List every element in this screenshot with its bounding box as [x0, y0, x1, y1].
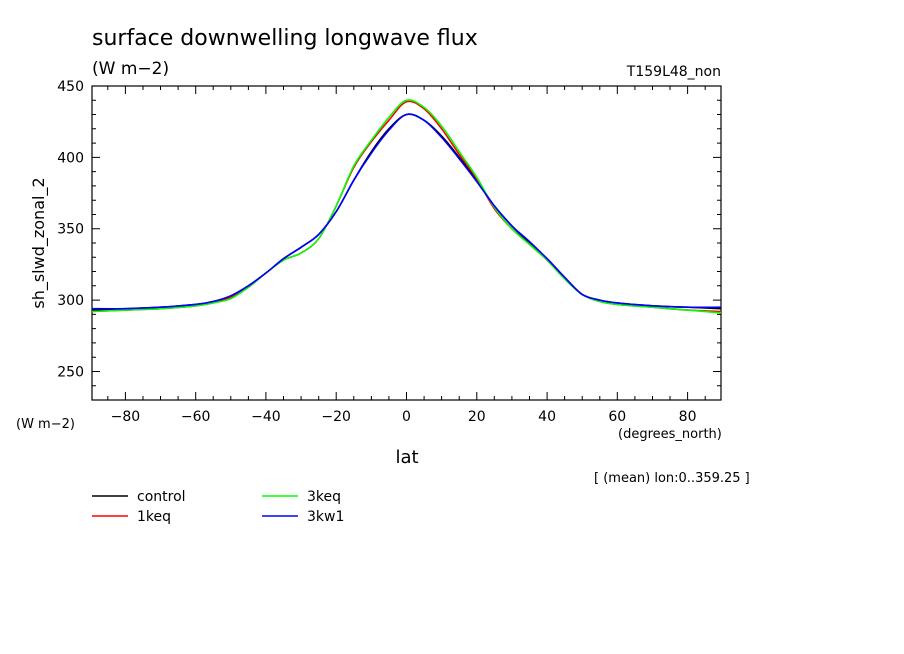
x-tick-label: 0 [402, 409, 411, 425]
y-tick-label: 450 [57, 79, 84, 95]
legend-label-3kw1: 3kw1 [307, 509, 344, 525]
chart-title: surface downwelling longwave flux [92, 26, 478, 51]
series-line-3keq [91, 99, 722, 314]
series-line-3kw1 [91, 113, 722, 310]
x-tick-label: 40 [538, 409, 556, 425]
plot-frame [91, 85, 722, 401]
x-axis-label: lat [395, 447, 418, 468]
series-line-control [91, 113, 722, 311]
x-tick-label: −20 [321, 409, 351, 425]
x-tick-label: 80 [679, 409, 697, 425]
y-tick-labels: 250 300 350 400 450 [57, 79, 84, 381]
y-unit-label: (W m−2) [16, 417, 75, 432]
series-lines [91, 99, 722, 314]
legend-label-3keq: 3keq [307, 489, 341, 505]
x-tick-label: 20 [468, 409, 486, 425]
y-axis-label: sh_slwd_zonal_2 [29, 177, 49, 308]
plot-area [91, 85, 722, 401]
chart-subtitle: (W m−2) [92, 59, 169, 79]
x-tick-label: 60 [608, 409, 626, 425]
footnote: [ (mean) lon:0..359.25 ] [594, 471, 750, 486]
legend-label-1keq: 1keq [137, 509, 171, 525]
legend: control 1keq 3keq 3kw1 [92, 489, 344, 525]
x-unit-label: (degrees_north) [618, 427, 722, 442]
x-tick-label: −60 [181, 409, 211, 425]
x-tick-label: −40 [251, 409, 281, 425]
y-tick-label: 250 [57, 365, 84, 381]
y-tick-label: 300 [57, 293, 84, 309]
x-tick-labels: −80 −60 −40 −20 0 20 40 60 80 [111, 409, 697, 425]
series-line-1keq [91, 100, 722, 313]
axis-ticks [92, 85, 721, 401]
run-label: T159L48_non [626, 64, 721, 80]
y-tick-label: 350 [57, 222, 84, 238]
tick-marks [92, 85, 721, 401]
legend-label-control: control [137, 489, 186, 505]
y-tick-label: 400 [57, 150, 84, 166]
x-tick-label: −80 [111, 409, 141, 425]
